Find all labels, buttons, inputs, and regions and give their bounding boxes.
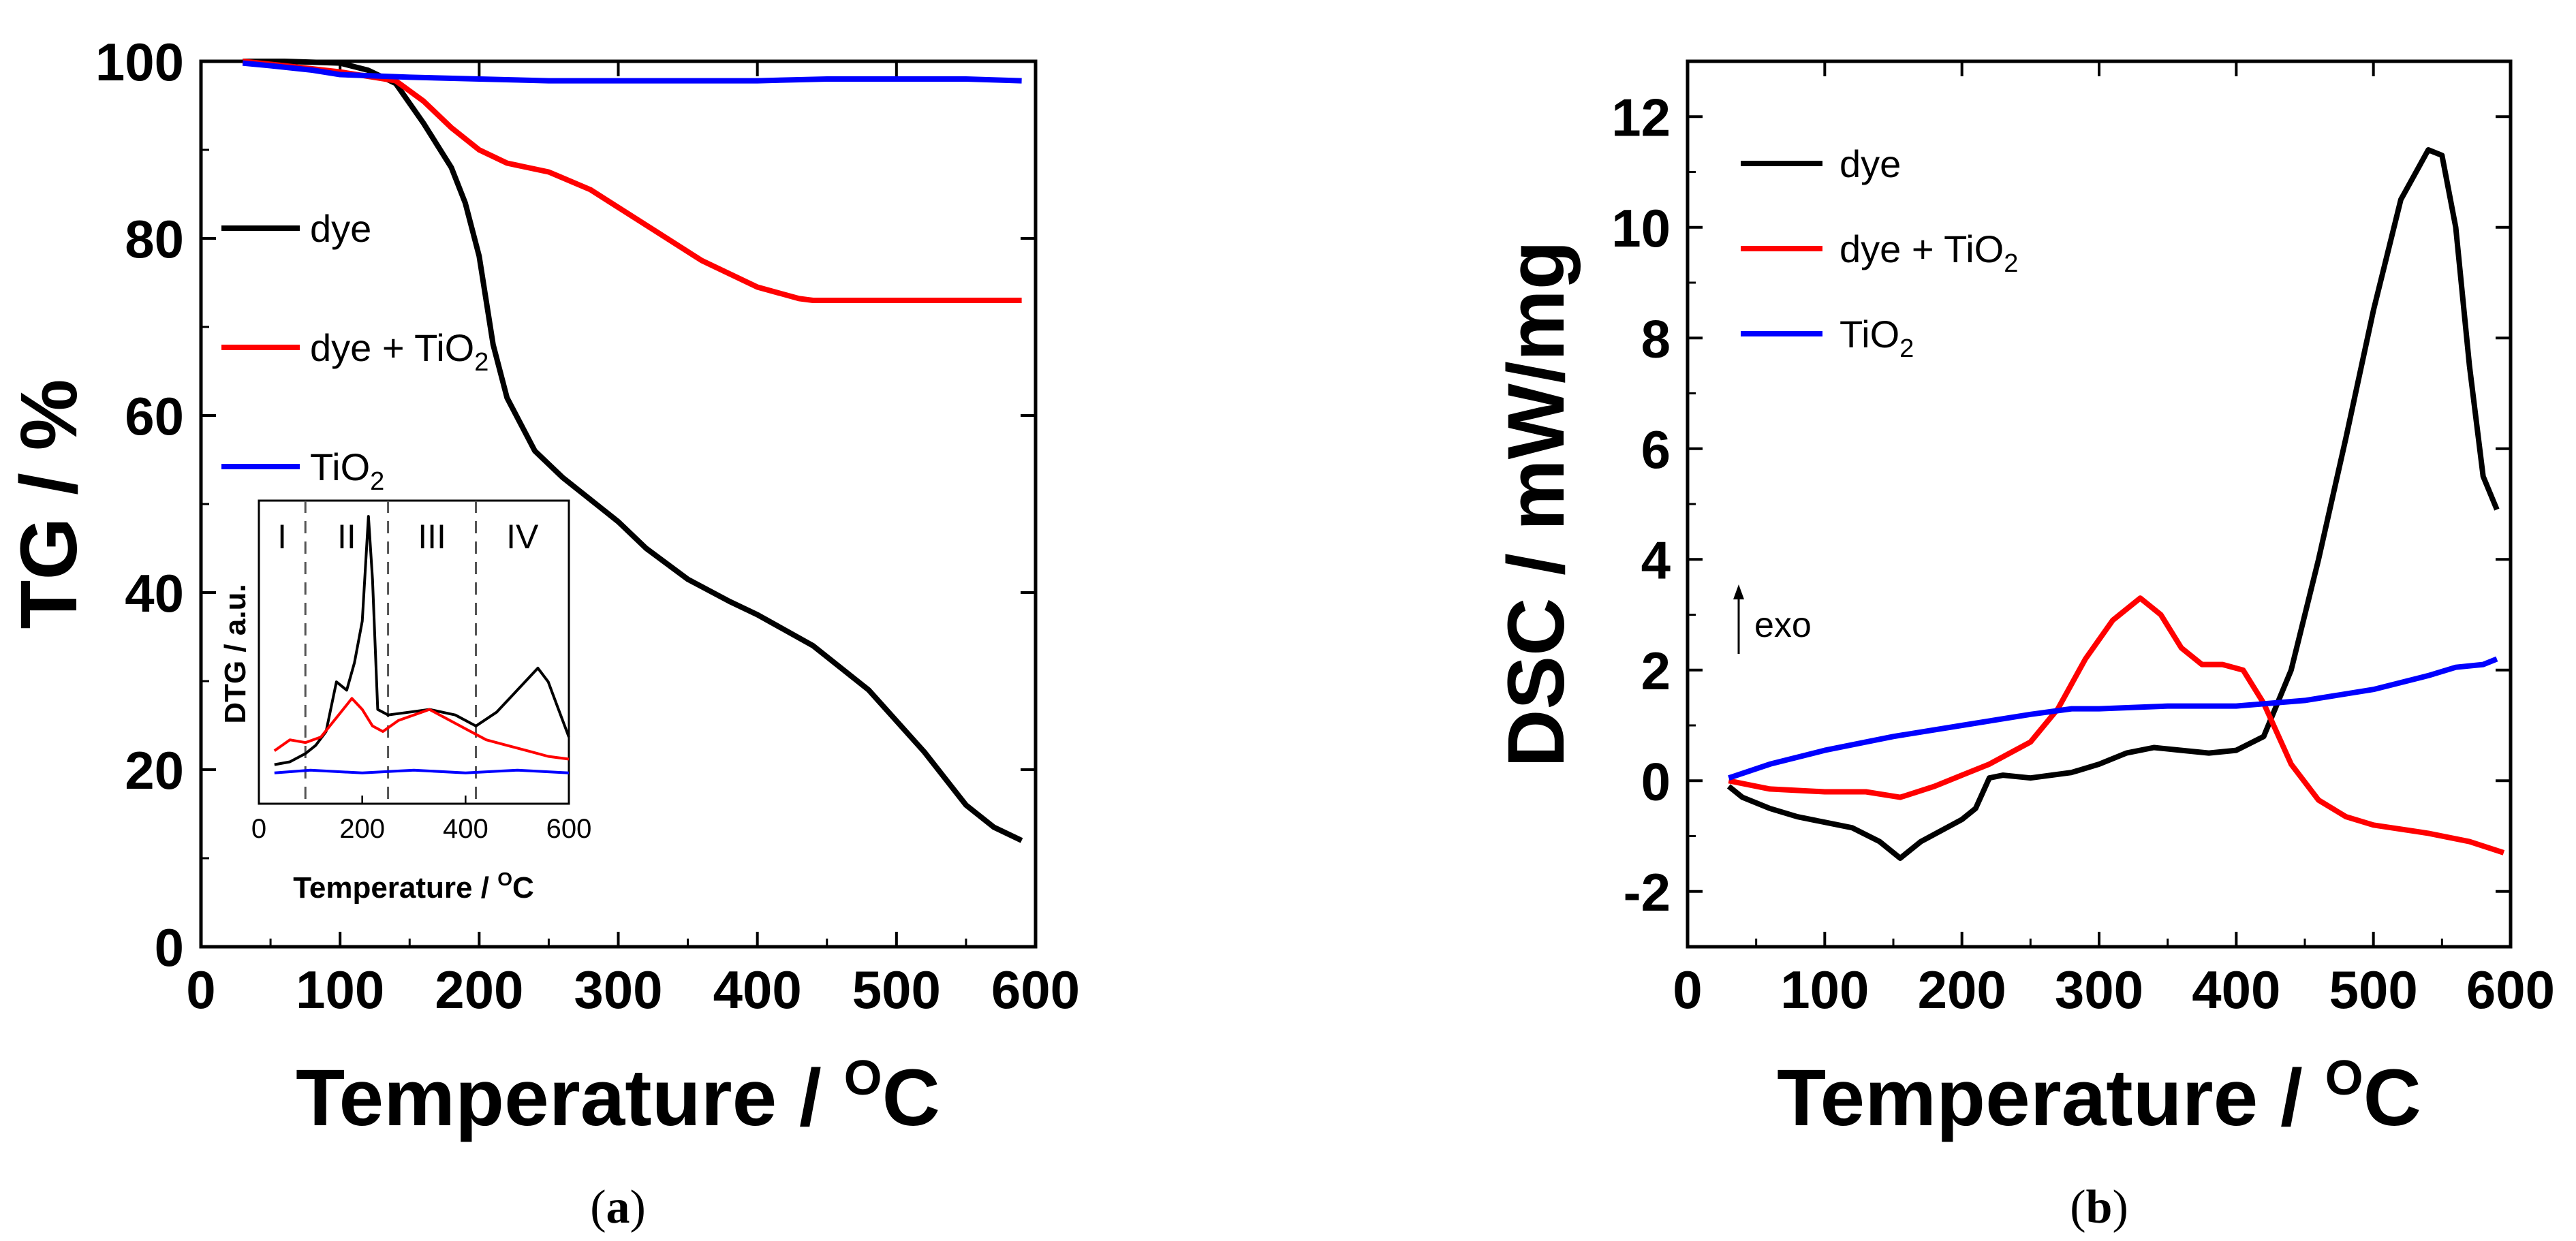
y-tick-label-a: 60 <box>125 386 184 446</box>
y-tick-label-b: 10 <box>1611 198 1671 258</box>
exo-annotation: exo <box>1733 584 1812 654</box>
legend-label-a-1-sub: 2 <box>474 348 488 377</box>
legend-label-b-2-sub: 2 <box>1899 334 1914 363</box>
panel-label-a-open: ( <box>590 1181 606 1234</box>
panel-label-b: (b) <box>2070 1181 2128 1234</box>
inset-y-axis-title: DTG / a.u. <box>219 584 252 723</box>
x-axis-title-b-tail: C <box>2363 1053 2421 1143</box>
x-tick-label-a: 0 <box>186 960 215 1020</box>
legend-label-a-2-text: TiO <box>310 445 370 488</box>
panel-label-a: (a) <box>590 1181 646 1234</box>
legend-label-b-2-text: TiO <box>1840 313 1899 356</box>
inset-x-tick-label: 400 <box>443 814 488 844</box>
series-line-b-0 <box>1726 147 2500 861</box>
plot-frame-b <box>1686 59 2513 949</box>
inset-x-tick-label: 600 <box>546 814 592 844</box>
y-axis-title-b: DSC / mW/mg <box>1491 240 1581 768</box>
inset-dtg: 0 200 400 600 I II III IV DTG / a.u. Temperatu… <box>219 499 592 905</box>
legend-label-b-1-text: dye + TiO <box>1840 227 2004 270</box>
series-line-a-1 <box>242 59 1022 303</box>
legend-label-a-1-text: dye + TiO <box>310 326 474 369</box>
y-tick-label-a: 20 <box>125 740 184 800</box>
inset-region-label: IV <box>506 518 539 556</box>
axis-ticks-a <box>200 60 1037 948</box>
inset-region-label: III <box>418 518 446 556</box>
legend-label-a-2: TiO2 <box>310 445 384 496</box>
y-tick-label-b: 12 <box>1611 87 1671 147</box>
x-tick-label-b: 200 <box>1918 960 2006 1020</box>
panel-label-b-close: ) <box>2112 1181 2128 1234</box>
x-tick-label-a: 400 <box>713 960 802 1020</box>
y-axis-title-a: TG / % <box>4 379 94 629</box>
x-axis-title-a-tail: C <box>882 1053 940 1143</box>
x-tick-label-b: 100 <box>1780 960 1869 1020</box>
series-line-a-2 <box>242 60 1022 84</box>
panel-label-a-close: ) <box>630 1181 646 1234</box>
x-tick-label-a: 600 <box>991 960 1080 1020</box>
y-tick-label-b: 6 <box>1641 420 1671 480</box>
inset-x-tick-label: 200 <box>339 814 385 844</box>
x-axis-title-b-sup: O <box>2325 1051 2363 1105</box>
series-line-b-2 <box>1728 656 2498 781</box>
inset-x-tick-label: 0 <box>251 814 266 844</box>
y-tick-label-b: 2 <box>1641 641 1671 701</box>
x-tick-label-a: 200 <box>435 960 523 1020</box>
legend-label-b-0-text: dye <box>1840 142 1901 185</box>
inset-region-label: II <box>337 518 356 556</box>
x-tick-label-b: 300 <box>2055 960 2143 1020</box>
y-tick-label-a: 0 <box>155 917 184 977</box>
panel-label-b-letter: b <box>2086 1181 2113 1234</box>
x-tick-label-b: 600 <box>2466 960 2555 1020</box>
x-tick-label-a: 500 <box>852 960 941 1020</box>
y-tick-label-b: -2 <box>1624 862 1671 922</box>
x-axis-title-a-sup: O <box>844 1051 882 1105</box>
axis-ticks-b <box>1686 60 2512 947</box>
panel-label-a-letter: a <box>606 1181 630 1234</box>
x-axis-title-a-text: Temperature / <box>296 1053 843 1143</box>
inset-x-axis-title-tail: C <box>512 871 534 905</box>
y-tick-label-a: 100 <box>95 32 184 92</box>
inset-x-axis-title-text: Temperature / <box>293 871 497 905</box>
legend-label-b-1-sub: 2 <box>2004 249 2018 278</box>
y-tick-label-a: 80 <box>125 209 184 269</box>
inset-series-line-1 <box>273 697 570 761</box>
series-line-b-1 <box>1728 595 2505 855</box>
x-axis-title-a: Temperature / OC <box>296 1051 940 1143</box>
inset-frame <box>258 499 570 805</box>
x-tick-label-b: 400 <box>2192 960 2280 1020</box>
panel-label-b-open: ( <box>2070 1181 2085 1234</box>
x-tick-label-a: 100 <box>296 960 384 1020</box>
y-tick-label-a: 40 <box>125 563 184 623</box>
legend-label-b-1: dye + TiO2 <box>1840 227 2018 278</box>
x-axis-title-b-text: Temperature / <box>1777 1053 2325 1143</box>
legend-label-a-1: dye + TiO2 <box>310 326 488 377</box>
x-tick-label-b: 0 <box>1673 960 1702 1020</box>
x-tick-label-b: 500 <box>2329 960 2418 1020</box>
legend-label-b-0: dye <box>1840 142 1901 185</box>
exo-label: exo <box>1754 606 1812 645</box>
exo-arrow-head <box>1733 584 1744 599</box>
legend-label-a-0-text: dye <box>310 207 371 250</box>
x-tick-label-a: 300 <box>574 960 662 1020</box>
inset-region-label: I <box>277 518 287 556</box>
legend-label-a-2-sub: 2 <box>370 467 384 496</box>
x-axis-title-b: Temperature / OC <box>1777 1051 2421 1143</box>
y-tick-label-b: 4 <box>1641 530 1671 590</box>
inset-series-line-2 <box>274 768 570 774</box>
y-tick-label-b: 8 <box>1641 309 1671 368</box>
legend-label-b-2: TiO2 <box>1840 313 1914 363</box>
inset-x-axis-title-sup: O <box>497 868 512 890</box>
y-tick-label-b: 0 <box>1641 751 1671 811</box>
legend-label-a-0: dye <box>310 207 371 250</box>
inset-x-axis-title: Temperature / OC <box>293 868 534 905</box>
